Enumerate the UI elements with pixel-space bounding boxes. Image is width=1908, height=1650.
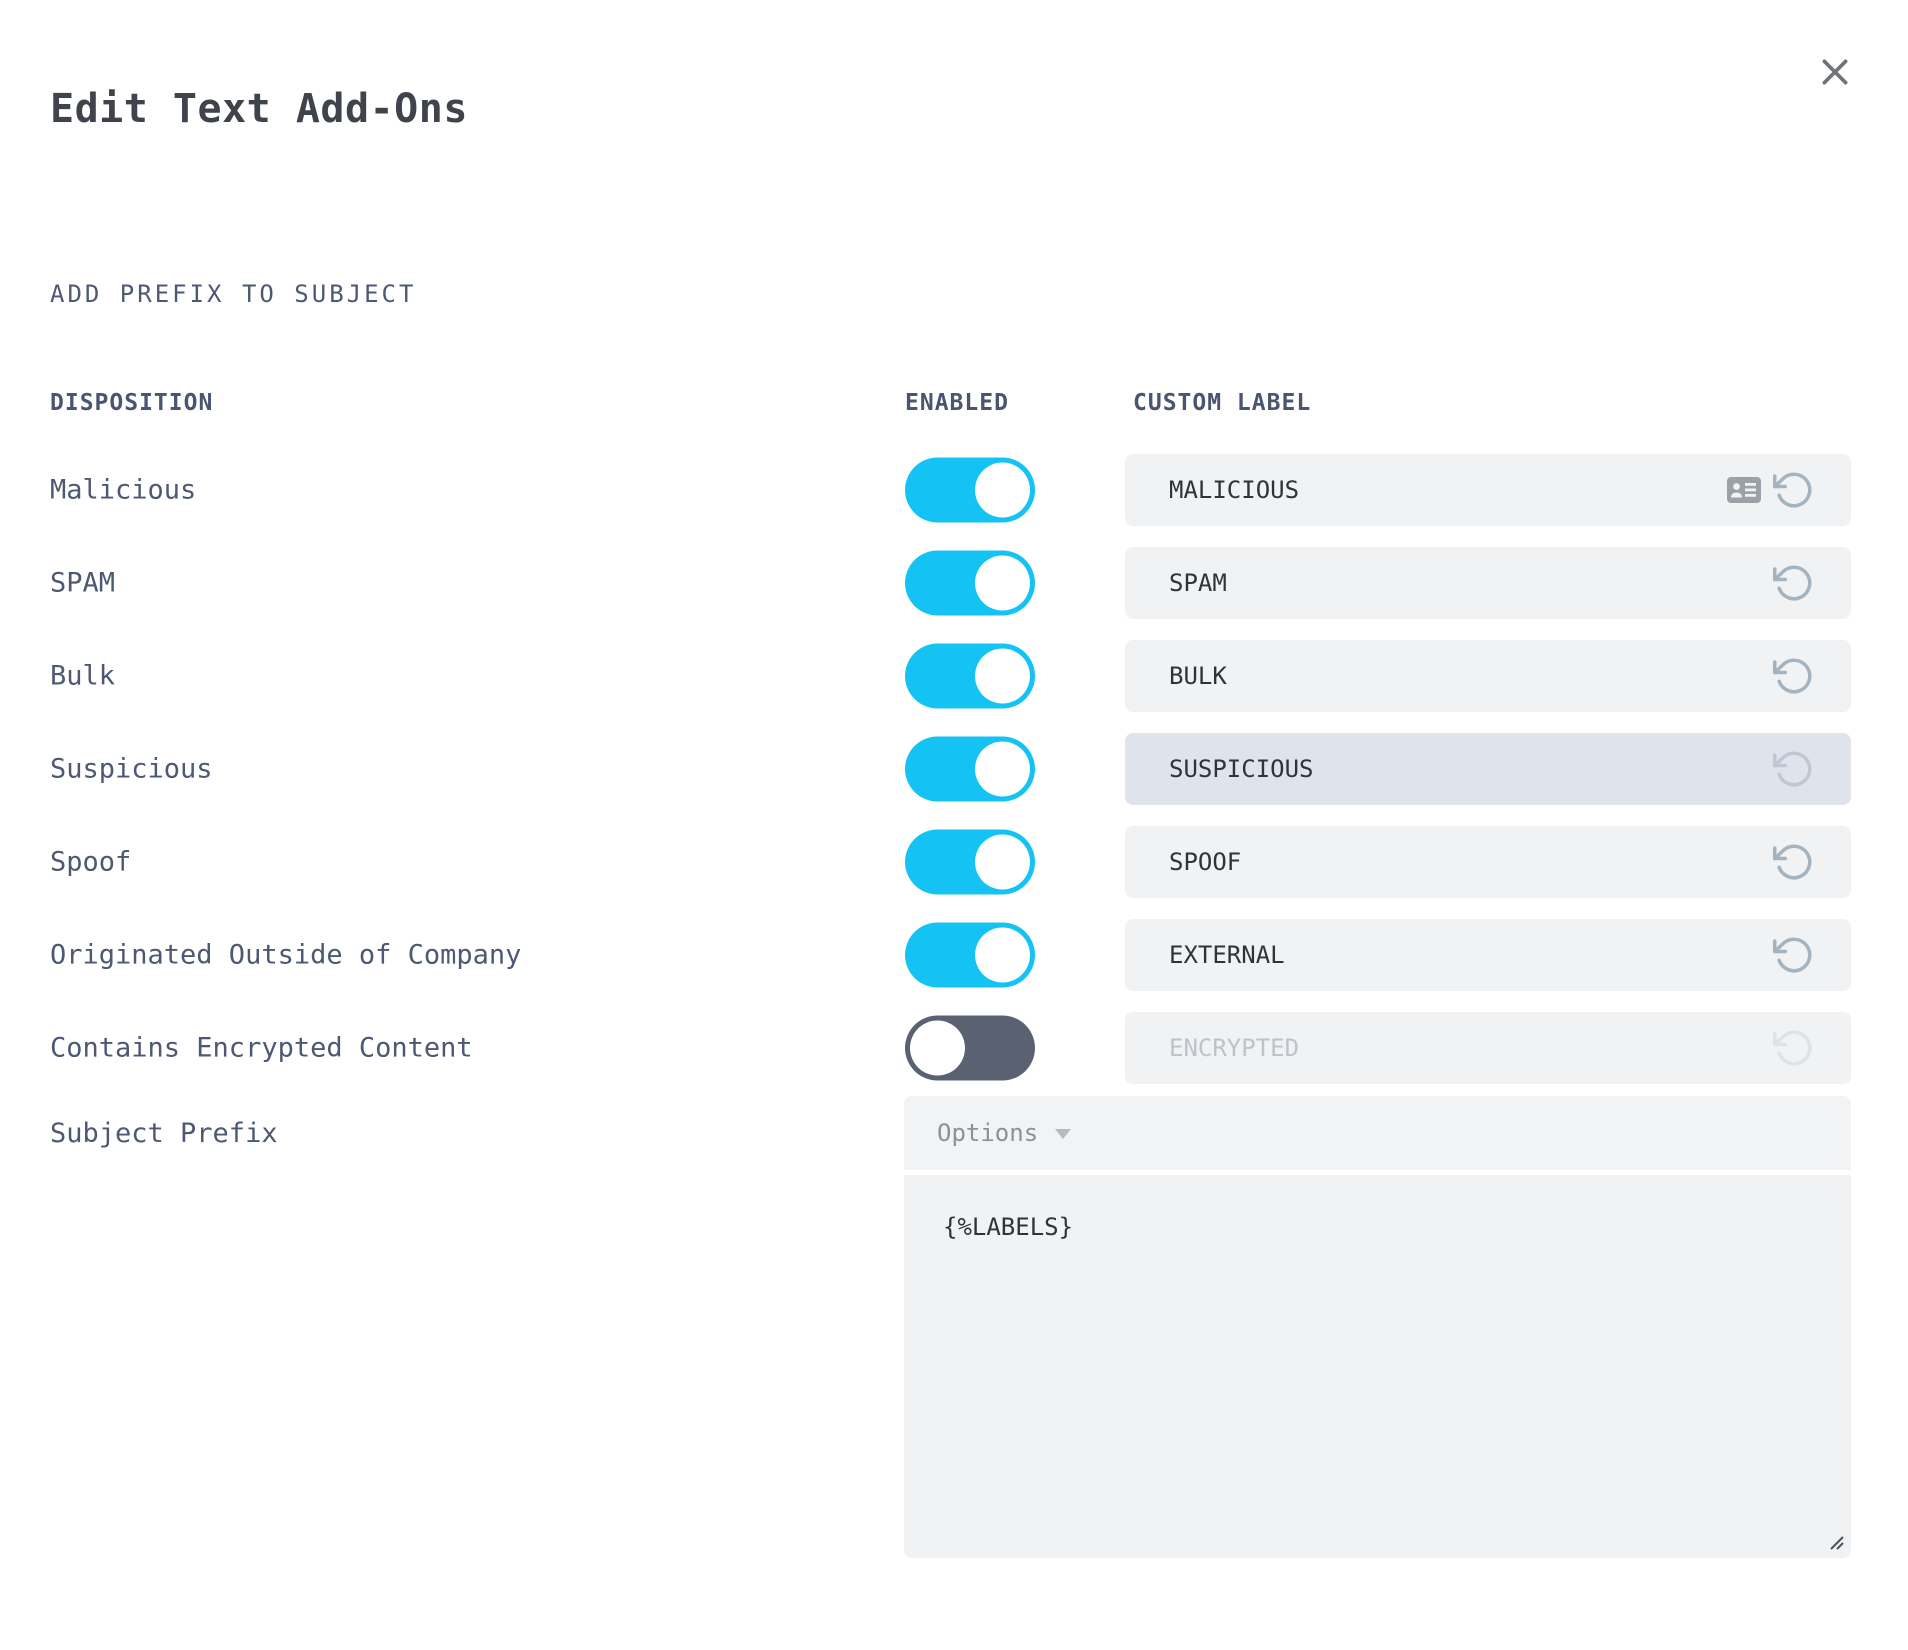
- reset-icon: [1773, 937, 1812, 973]
- table-row: Malicious: [0, 443, 1908, 536]
- custom-label-input: [1125, 1011, 1851, 1084]
- contact-card-icon: [1727, 476, 1761, 503]
- toggle-knob: [975, 462, 1030, 517]
- toggle-knob: [975, 927, 1030, 982]
- disposition-label: Spoof: [50, 846, 132, 877]
- disposition-label: Bulk: [50, 660, 116, 691]
- contact-card-button[interactable]: [1727, 476, 1761, 503]
- close-icon: [1822, 59, 1848, 85]
- reset-icon: [1773, 472, 1812, 508]
- reset-button[interactable]: [1773, 655, 1815, 697]
- reset-button[interactable]: [1773, 934, 1815, 976]
- custom-label-input[interactable]: [1125, 639, 1851, 712]
- options-dropdown-label: Options: [937, 1119, 1039, 1147]
- custom-label-input[interactable]: [1125, 825, 1851, 898]
- disposition-label: Contains Encrypted Content: [50, 1032, 473, 1063]
- custom-label-input[interactable]: [1125, 732, 1851, 805]
- reset-button[interactable]: [1773, 469, 1815, 511]
- custom-label-input[interactable]: [1125, 546, 1851, 619]
- enabled-toggle[interactable]: [905, 922, 1035, 987]
- reset-icon: [1773, 751, 1812, 787]
- reset-icon: [1773, 658, 1812, 694]
- subject-prefix-label: Subject Prefix: [50, 1118, 278, 1149]
- disposition-label: Malicious: [50, 474, 197, 505]
- reset-icon: [1773, 844, 1812, 880]
- column-header-enabled: ENABLED: [905, 390, 1009, 416]
- enabled-toggle[interactable]: [905, 643, 1035, 708]
- reset-button[interactable]: [1773, 562, 1815, 604]
- chevron-down-icon: [1055, 1129, 1071, 1139]
- reset-icon: [1773, 565, 1812, 601]
- toggle-knob: [910, 1020, 965, 1075]
- column-header-disposition: DISPOSITION: [50, 390, 214, 416]
- textarea-resize-handle[interactable]: [1827, 1533, 1847, 1553]
- enabled-toggle[interactable]: [905, 550, 1035, 615]
- column-header-custom-label: CUSTOM LABEL: [1133, 390, 1312, 416]
- custom-label-input[interactable]: [1125, 918, 1851, 991]
- reset-button: [1773, 1027, 1815, 1069]
- table-row: Spoof: [0, 815, 1908, 908]
- table-row: Contains Encrypted Content: [0, 1001, 1908, 1094]
- toggle-knob: [975, 648, 1030, 703]
- reset-button[interactable]: [1773, 748, 1815, 790]
- disposition-label: SPAM: [50, 567, 116, 598]
- subject-prefix-textarea[interactable]: {%LABELS}: [904, 1175, 1851, 1558]
- enabled-toggle[interactable]: [905, 1015, 1035, 1080]
- reset-button[interactable]: [1773, 841, 1815, 883]
- table-row: Bulk: [0, 629, 1908, 722]
- toggle-knob: [975, 741, 1030, 796]
- enabled-toggle[interactable]: [905, 457, 1035, 522]
- table-row: Suspicious: [0, 722, 1908, 815]
- resize-grip-icon: [1830, 1536, 1844, 1550]
- table-row: SPAM: [0, 536, 1908, 629]
- reset-icon: [1773, 1030, 1812, 1066]
- table-row: Originated Outside of Company: [0, 908, 1908, 1001]
- enabled-toggle[interactable]: [905, 736, 1035, 801]
- disposition-label: Originated Outside of Company: [50, 939, 522, 970]
- dialog-title: Edit Text Add-Ons: [50, 85, 468, 132]
- close-button[interactable]: [1815, 52, 1855, 92]
- options-dropdown[interactable]: Options: [904, 1096, 1851, 1170]
- disposition-label: Suspicious: [50, 753, 213, 784]
- enabled-toggle[interactable]: [905, 829, 1035, 894]
- toggle-knob: [975, 834, 1030, 889]
- toggle-knob: [975, 555, 1030, 610]
- section-heading: ADD PREFIX TO SUBJECT: [50, 280, 417, 308]
